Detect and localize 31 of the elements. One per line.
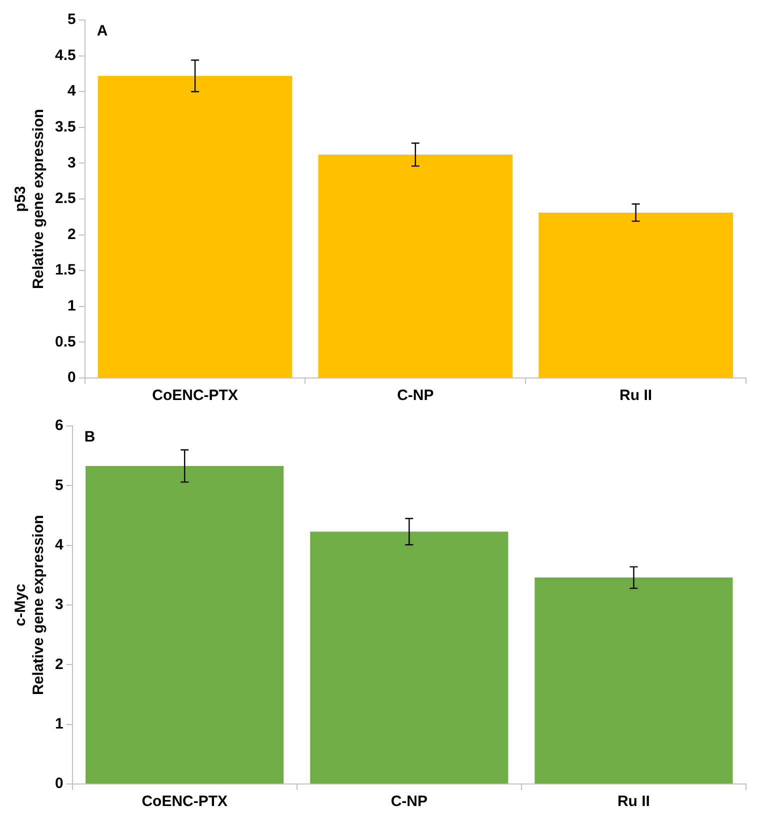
y-tick-label: 0.5	[54, 333, 76, 350]
y-tick-label: 0	[55, 775, 64, 792]
y-tick-label: 5	[68, 11, 76, 28]
x-tick-label: CoENC-PTX	[142, 793, 228, 810]
bar	[318, 154, 513, 378]
y-tick-label: 1	[68, 298, 76, 315]
y-tick-label: 4	[68, 82, 77, 100]
y-axis-title: c-Myc Relative gene expression	[12, 514, 48, 696]
y-tick-label: 3	[68, 154, 76, 172]
y-tick-label: 3.5	[54, 118, 76, 136]
y-tick-label: 6	[55, 417, 64, 434]
bar	[538, 212, 733, 378]
x-tick-label: C-NP	[390, 793, 428, 810]
y-tick-label: 5	[55, 476, 64, 494]
y-tick-label: 1	[55, 715, 64, 732]
y-tick-label: 0	[68, 369, 76, 386]
y-tick-label: 2	[55, 656, 64, 673]
annotation: B	[84, 428, 96, 446]
annotation: A	[96, 22, 108, 40]
y-tick-label: 4.5	[54, 46, 76, 64]
y-tick-label: 4	[55, 536, 64, 554]
y-axis-title: p53 Relative gene expression	[12, 108, 48, 290]
bar	[98, 76, 292, 378]
y-tick-label: 2.5	[54, 190, 76, 208]
x-tick-label: C-NP	[397, 387, 434, 404]
y-tick-label: 2	[68, 226, 76, 243]
x-tick-label: Ru II	[617, 793, 650, 810]
x-tick-label: Ru II	[620, 387, 652, 404]
y-tick-label: 1.5	[54, 262, 76, 279]
y-tick-label: 3	[55, 596, 64, 614]
x-tick-label: CoENC-PTX	[152, 387, 238, 404]
